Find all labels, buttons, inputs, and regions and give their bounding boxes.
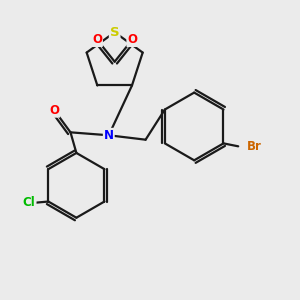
- Text: S: S: [110, 26, 119, 39]
- Text: N: N: [104, 129, 114, 142]
- Text: O: O: [127, 33, 137, 46]
- Text: O: O: [49, 104, 59, 117]
- Text: Cl: Cl: [23, 196, 36, 209]
- Text: Br: Br: [247, 140, 262, 153]
- Text: O: O: [92, 33, 102, 46]
